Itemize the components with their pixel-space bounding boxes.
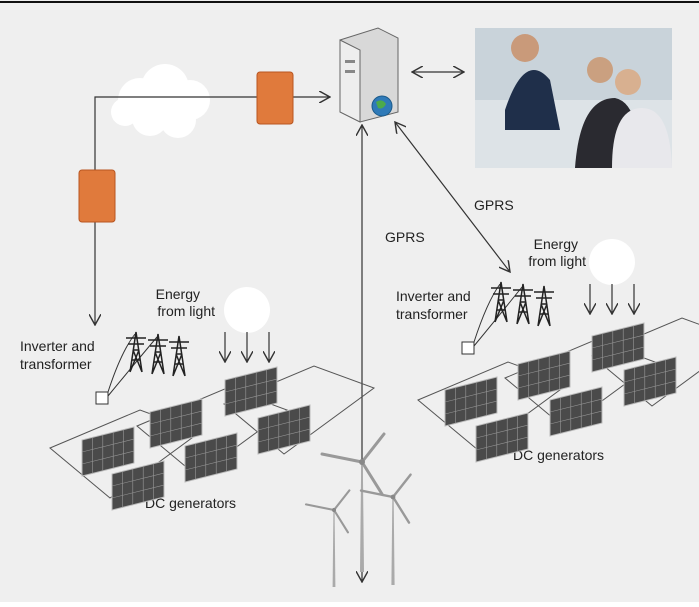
- panel-body: [184, 432, 238, 483]
- solar-panel: [111, 460, 165, 511]
- inverter-label: Inverter and transformer: [20, 338, 95, 372]
- turbine-blade: [391, 473, 412, 499]
- pylon-frame: [126, 331, 146, 373]
- panel-body: [111, 460, 165, 511]
- panel-body: [257, 404, 311, 455]
- gprs-label: GPRS: [385, 229, 425, 245]
- panel-body: [623, 356, 677, 407]
- panel-grid: [592, 334, 644, 349]
- panel-grid: [518, 362, 570, 377]
- panel-grid: [258, 416, 310, 431]
- panel-body: [81, 426, 135, 477]
- panel-grid: [225, 390, 277, 405]
- solar-panel: [257, 404, 311, 455]
- pylon: [534, 285, 554, 327]
- pylon: [169, 335, 189, 377]
- panel-body: [549, 386, 603, 437]
- panel-grid: [550, 410, 602, 425]
- pylon: [126, 331, 146, 373]
- panel-grid: [112, 484, 164, 499]
- turbine-tower: [391, 497, 395, 585]
- panel-grid: [445, 388, 497, 403]
- solar-panel: [517, 350, 571, 401]
- panel-grid: [476, 424, 528, 439]
- sun: [589, 239, 635, 285]
- pylon: [513, 283, 533, 325]
- panel-grid: [550, 398, 602, 413]
- turbine-blade: [360, 460, 384, 496]
- panel-grid: [624, 368, 676, 383]
- firewall: [256, 71, 294, 125]
- turbine-blade: [391, 495, 411, 524]
- panel-grid: [185, 444, 237, 459]
- inverter-box: [95, 391, 109, 405]
- panel-grid: [150, 410, 202, 425]
- panel-grid: [225, 378, 277, 393]
- panel-grid: [185, 456, 237, 471]
- panel-grid: [82, 438, 134, 453]
- solar-panel: [184, 432, 238, 483]
- generators-label: DC generators: [513, 447, 604, 463]
- turbine-blade: [359, 489, 395, 499]
- artwork: [49, 281, 699, 587]
- solar-panel: [475, 412, 529, 463]
- generators-label: DC generators: [145, 495, 236, 511]
- gprs-label: GPRS: [474, 197, 514, 213]
- turbine-hub: [359, 459, 365, 465]
- energy-label: Energy from light: [528, 236, 586, 269]
- photo: [475, 28, 672, 168]
- sun: [224, 287, 270, 333]
- turbine-hub: [331, 507, 337, 513]
- inverter-box: [461, 341, 475, 355]
- pylon-frame: [491, 281, 511, 323]
- turbine-blade: [332, 508, 350, 534]
- panel-body: [149, 398, 203, 449]
- pylon-frame: [513, 283, 533, 325]
- solar-panel: [591, 322, 645, 373]
- pylon-frame: [534, 285, 554, 327]
- turbine-blade: [332, 489, 351, 512]
- turbine-tower: [332, 510, 336, 587]
- server: [339, 27, 399, 123]
- panel-body: [517, 350, 571, 401]
- turbine-blade: [320, 452, 364, 464]
- solar-panel: [549, 386, 603, 437]
- pylon-frame: [169, 335, 189, 377]
- panel-grid: [624, 380, 676, 395]
- panel-body: [475, 412, 529, 463]
- panel-grid: [476, 436, 528, 451]
- solar-panel: [623, 356, 677, 407]
- solar-panel: [444, 376, 498, 427]
- pylon: [491, 281, 511, 323]
- panel-body: [591, 322, 645, 373]
- panel-body: [444, 376, 498, 427]
- network-line: [95, 97, 330, 325]
- firewall: [78, 169, 116, 223]
- solar-panel: [224, 366, 278, 417]
- energy-label: Energy from light: [156, 286, 215, 319]
- panel-grid: [518, 374, 570, 389]
- turbine-blade: [360, 432, 386, 464]
- solar-panel: [149, 398, 203, 449]
- inverter-label: Inverter and transformer: [396, 288, 471, 322]
- turbine-blade: [304, 503, 336, 512]
- panel-grid: [258, 428, 310, 443]
- panel-grid: [592, 346, 644, 361]
- gprs-link: [395, 122, 510, 272]
- panel-grid: [445, 400, 497, 415]
- panel-body: [224, 366, 278, 417]
- panel-grid: [150, 422, 202, 437]
- panel-grid: [82, 450, 134, 465]
- panel-grid: [112, 472, 164, 487]
- turbine-hub: [390, 494, 396, 500]
- solar-panel: [81, 426, 135, 477]
- pylon-frame: [148, 333, 168, 375]
- pylon: [148, 333, 168, 375]
